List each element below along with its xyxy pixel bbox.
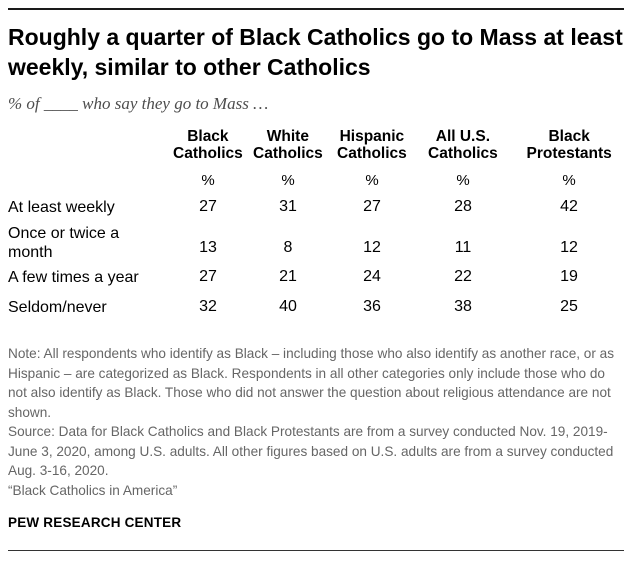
data-cell: 13 — [199, 239, 217, 256]
bottom-rule — [8, 550, 624, 551]
column-header-3: Hispanic Catholics — [337, 128, 407, 162]
column-header-1: Black Catholics — [173, 128, 243, 162]
report-title: “Black Catholics in America” — [8, 482, 178, 498]
data-cell: 40 — [279, 298, 297, 315]
data-cell: 19 — [560, 268, 578, 285]
column-header-line2: Catholics — [173, 145, 243, 162]
row-label-line: A few times a year — [8, 269, 139, 286]
row-label-line: At least weekly — [8, 199, 115, 216]
column-header-line2: Catholics — [428, 145, 498, 162]
column-header-line1: Black — [548, 128, 590, 145]
chart-subtitle: % of ____ who say they go to Mass … — [8, 94, 269, 113]
note-text: Note: All respondents who identify as Bl… — [8, 346, 615, 420]
row-label-line: month — [8, 244, 53, 261]
data-cell: 31 — [279, 198, 297, 215]
row-label: Seldom/never — [8, 298, 107, 317]
data-cell: 24 — [363, 268, 381, 285]
data-cell: 12 — [363, 239, 381, 256]
column-header-2: White Catholics — [253, 128, 323, 162]
top-rule — [8, 8, 624, 10]
column-header-line1: Hispanic — [339, 128, 405, 145]
data-cell: 22 — [454, 268, 472, 285]
data-cell: 27 — [199, 198, 217, 215]
unit-label: % — [201, 172, 215, 189]
data-cell: 38 — [454, 298, 472, 315]
unit-label: % — [456, 172, 470, 189]
data-cell: 8 — [283, 239, 293, 256]
data-cell: 27 — [199, 268, 217, 285]
row-label: A few times a year — [8, 268, 139, 287]
unit-label: % — [281, 172, 295, 189]
column-header-line2: Protestants — [526, 145, 612, 162]
data-cell: 42 — [560, 198, 578, 215]
data-cell: 32 — [199, 298, 217, 315]
column-header-5: Black Protestants — [527, 128, 612, 162]
column-header-line2: Catholics — [337, 145, 407, 162]
row-label: Once or twice a month — [8, 224, 119, 262]
data-cell: 11 — [454, 239, 472, 256]
row-label-line: Seldom/never — [8, 299, 107, 316]
data-cell: 21 — [279, 268, 297, 285]
source-text: Source: Data for Black Catholics and Bla… — [8, 424, 614, 478]
column-header-4: All U.S. Catholics — [428, 128, 498, 162]
footnotes: Note: All respondents who identify as Bl… — [8, 344, 620, 500]
chart-title: Roughly a quarter of Black Catholics go … — [8, 24, 623, 80]
data-cell: 12 — [560, 239, 578, 256]
pew-logo-text: PEW RESEARCH CENTER — [8, 515, 182, 530]
column-header-line2: Catholics — [253, 145, 323, 162]
column-header-line1: Black — [187, 128, 229, 145]
unit-label: % — [365, 172, 379, 189]
row-label-line: Once or twice a — [8, 225, 120, 242]
data-cell: 36 — [363, 298, 381, 315]
data-cell: 27 — [363, 198, 381, 215]
column-header-line1: All U.S. — [435, 128, 491, 145]
data-cell: 28 — [454, 198, 472, 215]
column-header-line1: White — [266, 128, 309, 145]
unit-label: % — [562, 172, 576, 189]
data-cell: 25 — [560, 298, 578, 315]
row-label: At least weekly — [8, 198, 115, 217]
